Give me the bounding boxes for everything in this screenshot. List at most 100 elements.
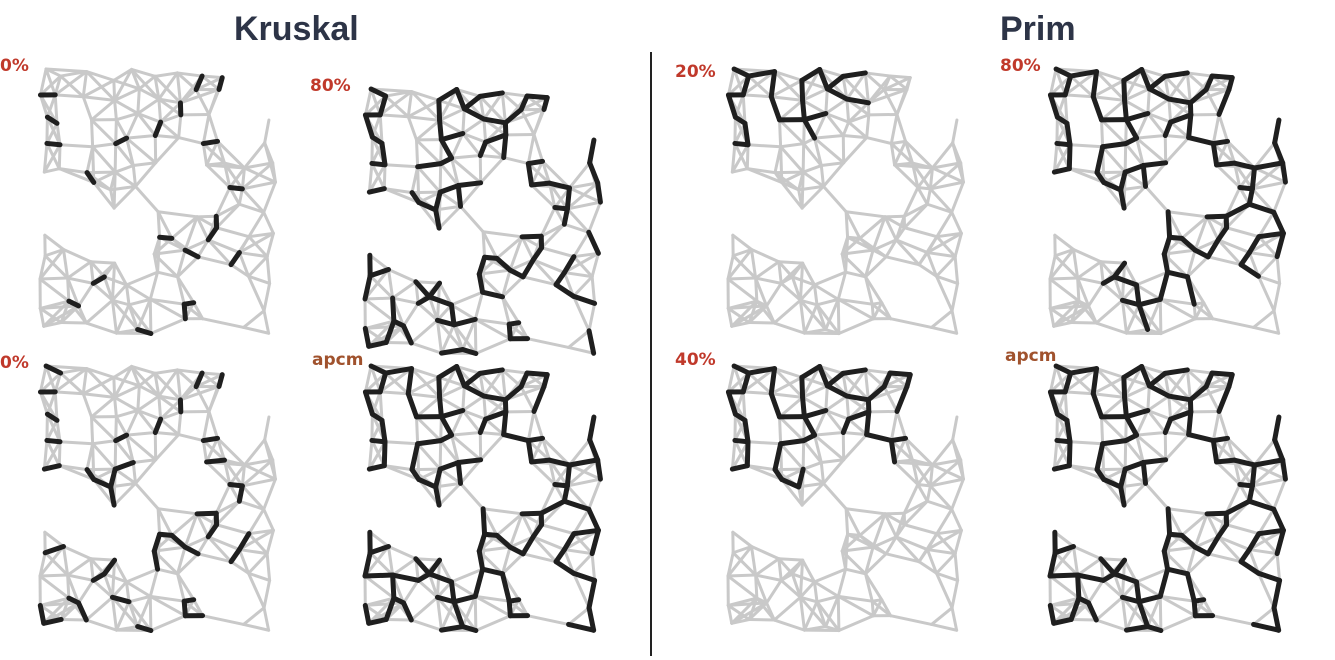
graph-edge [112, 78, 117, 102]
graph-edge [1052, 438, 1059, 471]
graph-edge [387, 268, 418, 284]
graph-edge [819, 458, 846, 465]
graph-edge [247, 274, 266, 313]
graph-panel-kruskal-80 [355, 85, 625, 370]
graph-edge [461, 107, 466, 135]
graph-edge [473, 290, 485, 321]
graph-edge [153, 74, 182, 105]
graph-edge [478, 371, 507, 402]
graph-edge [207, 384, 221, 413]
graph-edge [844, 507, 862, 537]
graph-edge [1247, 548, 1279, 556]
graph-edge [127, 297, 152, 307]
graph-edge [367, 438, 374, 471]
graph-edge [836, 594, 841, 633]
graph-edge [62, 545, 70, 577]
graph-edge [1144, 458, 1168, 485]
tree-edge [461, 106, 487, 122]
tree-edge [366, 616, 389, 626]
graph-edge [1159, 614, 1197, 633]
graph-edge [148, 297, 153, 336]
graph-edge [157, 71, 179, 101]
graph-edge [790, 275, 802, 302]
graph-edge [863, 71, 870, 105]
tree-edge [1271, 577, 1283, 611]
tree-edge [438, 130, 466, 143]
tree-edge [433, 484, 442, 508]
graph-edge [89, 557, 95, 582]
graph-edge [841, 120, 851, 138]
graph-edge [157, 368, 179, 398]
tree-edge [415, 438, 444, 447]
tree-edge [415, 161, 444, 170]
graph-edge [840, 549, 848, 571]
graph-edge [159, 101, 182, 124]
graph-edge [237, 251, 269, 259]
graph-edge [182, 302, 205, 321]
graph-edge [587, 477, 602, 511]
graph-edge [216, 139, 246, 170]
tree-edge [483, 409, 509, 422]
graph-edge [1166, 210, 1209, 219]
graph-edge [844, 210, 850, 239]
tree-edge [377, 93, 389, 118]
tree-edge [571, 570, 598, 583]
graph-edge [192, 598, 205, 618]
graph-edge [382, 187, 421, 204]
graph-edge [59, 596, 71, 621]
graph-edge [44, 364, 57, 394]
graph-edge [840, 549, 868, 576]
graph-edge [201, 142, 227, 165]
graph-edge [1186, 552, 1210, 576]
graph-edge [154, 136, 181, 165]
graph-edge [519, 385, 536, 413]
graph-edge [363, 296, 395, 301]
graph-edge [1250, 484, 1276, 511]
graph-edge [461, 131, 488, 144]
graph-edge [417, 190, 442, 204]
graph-edge [508, 235, 524, 272]
graph-edge [836, 594, 874, 603]
graph-edge [801, 164, 823, 174]
graph-edge [741, 367, 777, 394]
tree-edge [434, 317, 457, 328]
tree-edge [595, 457, 603, 482]
graph-edge [473, 594, 478, 633]
graph-edge [194, 385, 211, 413]
tree-edge [1062, 370, 1074, 395]
graph-edge [240, 187, 266, 214]
graph-edge [1123, 364, 1144, 399]
graph-edge [157, 97, 183, 117]
graph-edge [136, 408, 157, 435]
graph-edge [482, 91, 504, 121]
graph-edge [1122, 375, 1151, 388]
tree-edge [1186, 135, 1216, 147]
graph-edge [383, 440, 420, 446]
graph-edge [131, 164, 138, 188]
graph-edge [772, 298, 802, 325]
graph-edge [240, 458, 275, 488]
graph-edge [134, 458, 158, 485]
graph-edge [815, 600, 841, 633]
graph-edge [750, 545, 781, 561]
graph-edge [822, 184, 848, 214]
graph-edge [567, 438, 592, 467]
graph-edge [1185, 368, 1192, 402]
tree-edge [500, 571, 512, 604]
graph-edge [925, 548, 939, 575]
tree-edge [1204, 510, 1229, 517]
tree-edge [1118, 484, 1127, 508]
tree-edge [433, 207, 442, 231]
tree-edge [362, 550, 373, 579]
graph-edge [1252, 309, 1276, 329]
tree-edge [1205, 237, 1221, 260]
graph-edge [935, 571, 960, 582]
tree-edge [1123, 110, 1151, 123]
tree-edge [547, 180, 572, 191]
graph-edge [1252, 463, 1287, 481]
tree-edge [1111, 274, 1139, 288]
graph-edge [1146, 87, 1151, 115]
graph-edge [455, 364, 482, 375]
tree-edge [1051, 616, 1074, 626]
tree-edge [553, 559, 577, 576]
